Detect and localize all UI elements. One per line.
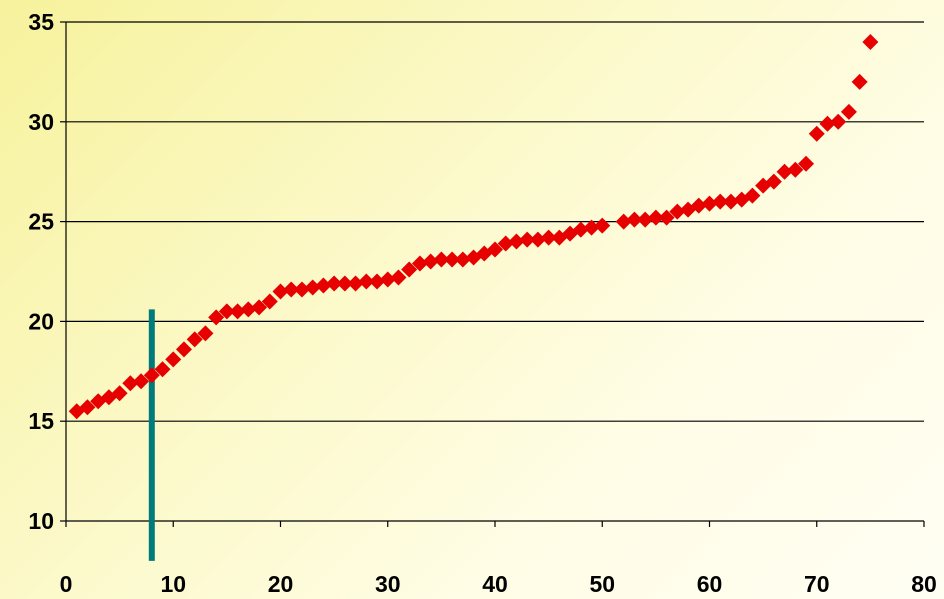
y-tick-label: 25 (28, 209, 54, 235)
data-point (830, 113, 847, 130)
data-point (519, 231, 536, 248)
data-point (722, 193, 739, 210)
data-point (433, 251, 450, 268)
data-point (218, 303, 235, 320)
data-point (497, 235, 514, 252)
data-point (712, 193, 729, 210)
x-tick-label: 0 (60, 571, 73, 597)
data-point (283, 281, 300, 298)
y-tick-label: 30 (28, 109, 54, 135)
data-point (669, 203, 686, 220)
data-point (422, 253, 439, 270)
data-point (615, 213, 632, 230)
data-point (808, 125, 825, 142)
data-point (251, 299, 268, 316)
data-point (690, 197, 707, 214)
data-point (358, 273, 375, 290)
data-point (508, 233, 525, 250)
x-tick-label: 80 (911, 571, 937, 597)
data-point (701, 195, 718, 212)
data-point (186, 331, 203, 348)
y-tick-label: 35 (28, 9, 54, 35)
y-tick-label: 20 (28, 308, 54, 334)
x-tick-label: 20 (268, 571, 294, 597)
data-point (572, 221, 589, 238)
data-point (851, 73, 868, 90)
x-tick-label: 50 (589, 571, 615, 597)
data-point (840, 103, 857, 120)
data-point (369, 273, 386, 290)
data-point (175, 341, 192, 358)
data-points (68, 33, 879, 420)
data-point (658, 209, 675, 226)
x-tick-label: 70 (804, 571, 830, 597)
data-point (304, 279, 321, 296)
data-point (787, 161, 804, 178)
data-point (390, 269, 407, 286)
data-point (133, 373, 150, 390)
x-tick-label: 40 (482, 571, 508, 597)
data-point (261, 293, 278, 310)
axes (60, 21, 925, 527)
data-point (444, 251, 461, 268)
data-point (143, 367, 160, 384)
data-point (197, 325, 214, 342)
data-point (229, 303, 246, 320)
data-point (776, 163, 793, 180)
data-point (862, 33, 879, 50)
y-tick-labels: 10 15 20 25 30 35 (28, 9, 54, 534)
data-point (411, 255, 428, 272)
data-point (594, 217, 611, 234)
data-point (122, 375, 139, 392)
data-point (626, 211, 643, 228)
y-tick-label: 15 (28, 408, 54, 434)
data-point (465, 249, 482, 266)
x-tick-label: 60 (697, 571, 723, 597)
data-point (819, 115, 836, 132)
data-point (154, 361, 171, 378)
data-point (583, 219, 600, 236)
data-point (540, 229, 557, 246)
data-point (798, 155, 815, 172)
data-point (326, 275, 343, 292)
data-point (401, 261, 418, 278)
data-point (647, 209, 664, 226)
data-point (272, 283, 289, 300)
data-point (454, 251, 471, 268)
data-point (744, 187, 761, 204)
data-point (336, 275, 353, 292)
data-point (165, 351, 182, 368)
data-point (79, 399, 96, 416)
data-point (347, 275, 364, 292)
data-point (487, 241, 503, 258)
grid-lines (66, 21, 924, 422)
data-point (637, 211, 654, 228)
data-point (315, 277, 332, 294)
x-tick-labels: 0 10 20 30 40 50 60 70 80 (60, 571, 937, 597)
x-tick-label: 10 (160, 571, 186, 597)
x-tick-label: 30 (375, 571, 401, 597)
data-point (379, 271, 396, 288)
data-point (111, 385, 128, 402)
data-point (208, 309, 225, 326)
y-tick-label: 10 (28, 508, 54, 534)
data-point (240, 301, 257, 318)
data-point (293, 281, 310, 298)
data-point (765, 173, 782, 190)
data-point (529, 231, 546, 248)
